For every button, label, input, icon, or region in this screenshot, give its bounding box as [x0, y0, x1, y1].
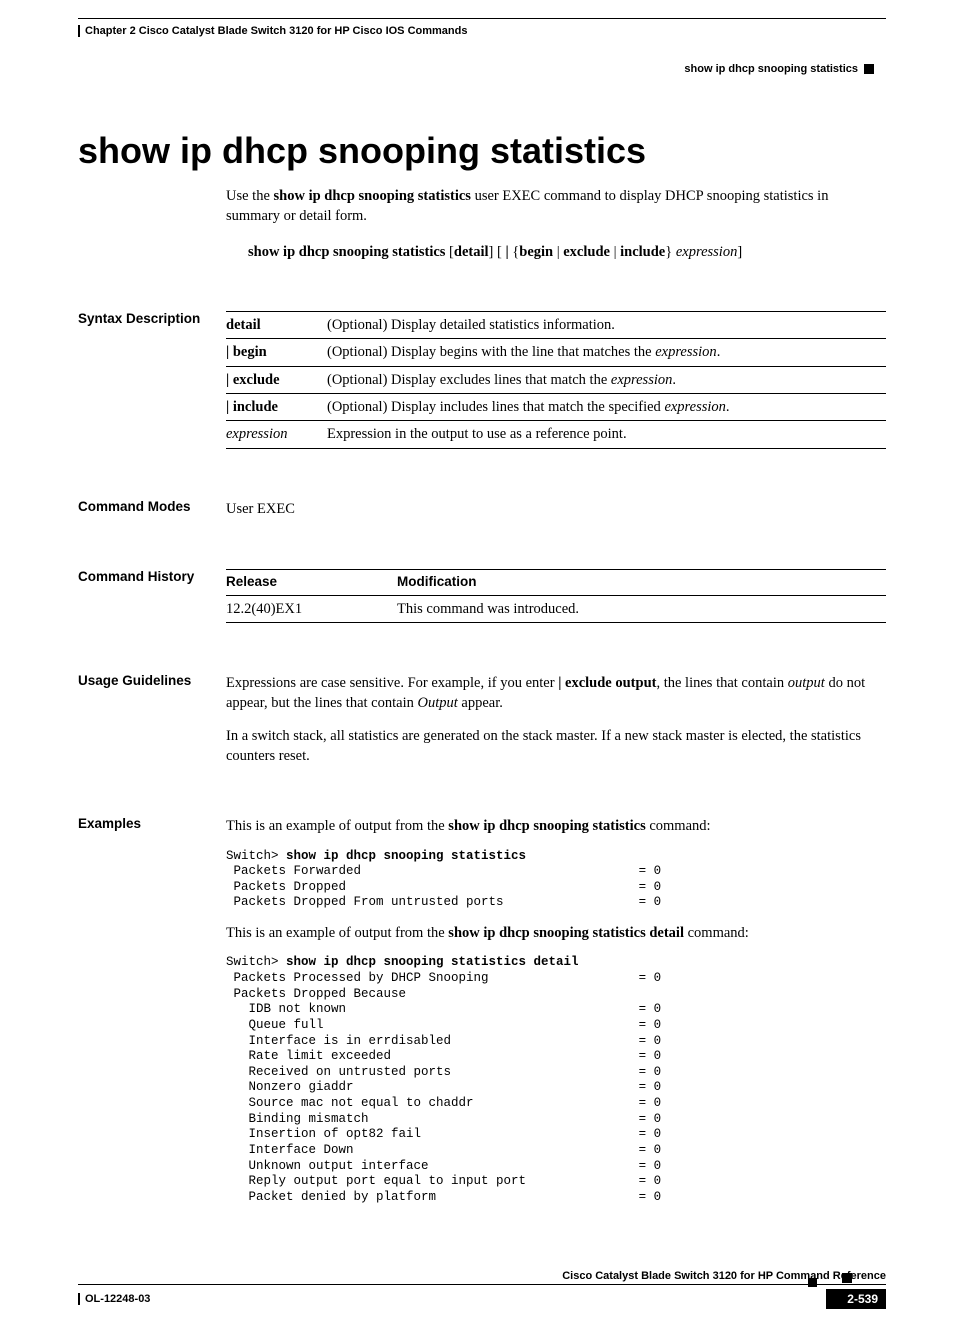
syntax-description: (Optional) Display begins with the line …	[327, 339, 886, 366]
section-examples-label: Examples	[78, 816, 218, 831]
history-release: 12.2(40)EX1	[226, 595, 397, 622]
syntax-begin: begin	[519, 244, 553, 260]
doc-id: OL-12248-03	[78, 1293, 150, 1305]
syntax-description: Expression in the output to use as a ref…	[327, 421, 886, 448]
example-intro-2: This is an example of output from the sh…	[226, 923, 886, 943]
syntax-description: (Optional) Display detailed statistics i…	[327, 312, 886, 339]
page-number: 2-539	[826, 1289, 886, 1309]
syntax-description: (Optional) Display excludes lines that m…	[327, 366, 886, 393]
syntax-line: show ip dhcp snooping statistics [detail…	[248, 244, 886, 261]
history-header-modification: Modification	[397, 569, 886, 595]
example-intro-1: This is an example of output from the sh…	[226, 816, 886, 836]
book-title: Cisco Catalyst Blade Switch 3120 for HP …	[78, 1270, 886, 1282]
syntax-keyword: | include	[226, 394, 327, 421]
section-command-history-label: Command History	[78, 569, 218, 584]
syntax-keyword: | begin	[226, 339, 327, 366]
section-command-modes-label: Command Modes	[78, 499, 218, 514]
page-title: show ip dhcp snooping statistics	[78, 130, 886, 172]
syntax-detail: detail	[454, 244, 489, 260]
syntax-table: detail(Optional) Display detailed statis…	[226, 311, 886, 448]
intro-prefix: Use the	[226, 188, 274, 204]
syntax-expression: expression	[676, 244, 737, 260]
history-header-release: Release	[226, 569, 397, 595]
topic-header: show ip dhcp snooping statistics	[78, 63, 886, 75]
section-usage-label: Usage Guidelines	[78, 673, 218, 688]
syntax-description: (Optional) Display includes lines that m…	[327, 394, 886, 421]
intro-cmd: show ip dhcp snooping statistics	[274, 188, 471, 204]
syntax-include: include	[620, 244, 665, 260]
command-modes-value: User EXEC	[226, 499, 886, 519]
chapter-header: Chapter 2 Cisco Catalyst Blade Switch 31…	[78, 25, 467, 37]
history-modification: This command was introduced.	[397, 595, 886, 622]
section-syntax-description-label: Syntax Description	[78, 311, 218, 326]
intro-paragraph: Use the show ip dhcp snooping statistics…	[226, 187, 886, 226]
syntax-keyword: | exclude	[226, 366, 327, 393]
syntax-keyword: detail	[226, 312, 327, 339]
example-output-1: Switch> show ip dhcp snooping statistics…	[226, 849, 886, 912]
example-output-2: Switch> show ip dhcp snooping statistics…	[226, 955, 886, 1205]
syntax-keyword: expression	[226, 421, 327, 448]
usage-paragraph-2: In a switch stack, all statistics are ge…	[226, 726, 886, 767]
history-table: Release Modification 12.2(40)EX1 This co…	[226, 569, 886, 623]
usage-paragraph-1: Expressions are case sensitive. For exam…	[226, 673, 886, 714]
syntax-exclude: exclude	[563, 244, 610, 260]
syntax-cmd: show ip dhcp snooping statistics	[248, 244, 445, 260]
